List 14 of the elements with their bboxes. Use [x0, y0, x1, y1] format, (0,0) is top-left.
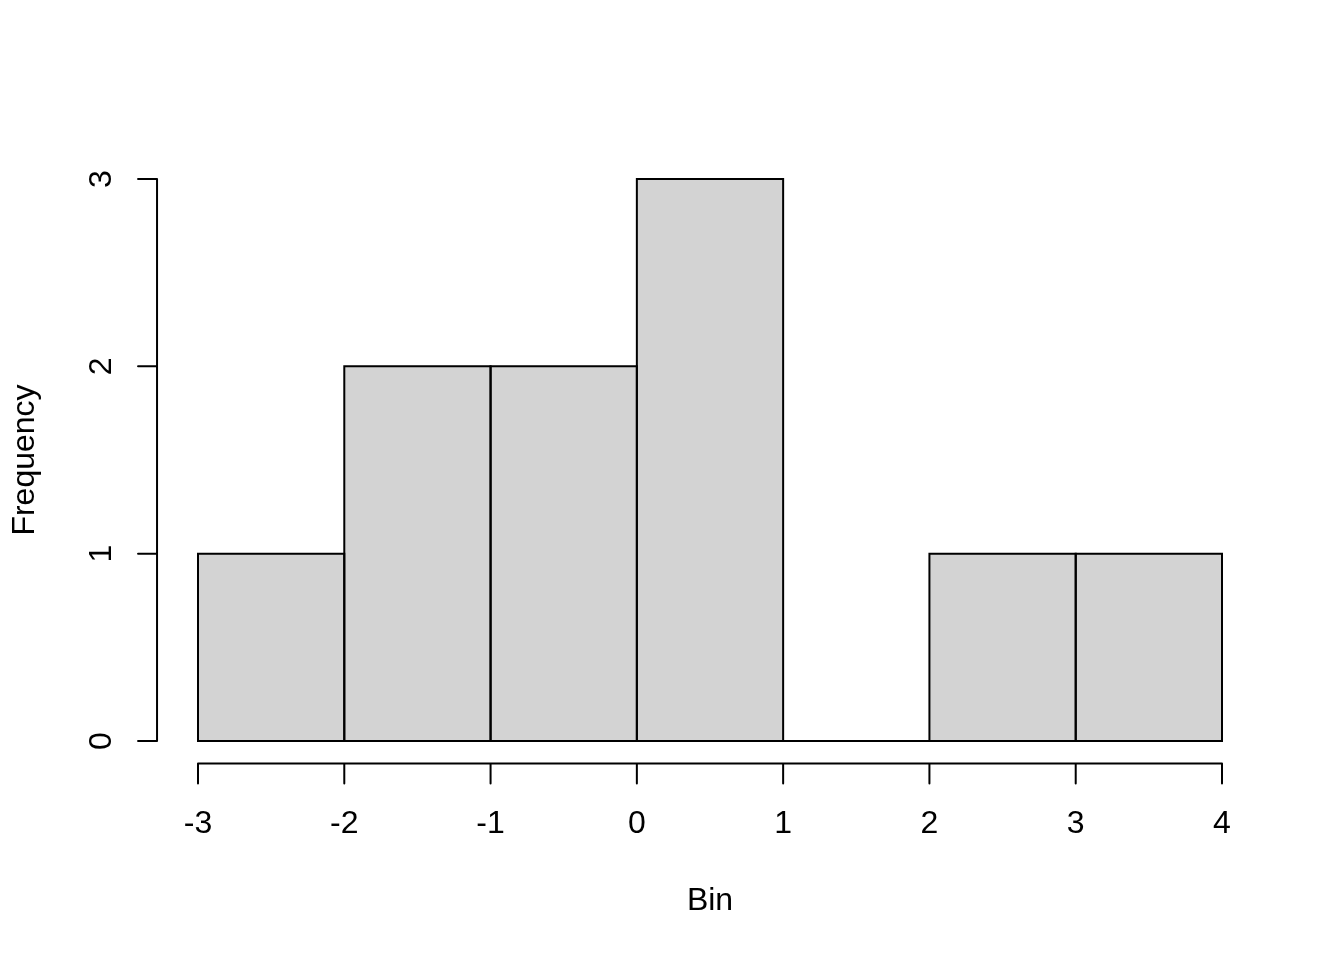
x-tick-label: -3	[183, 804, 213, 841]
y-tick-label: 0	[81, 732, 118, 750]
x-axis-title: Bin	[686, 880, 734, 917]
y-axis-title: Frequency	[5, 384, 42, 536]
x-tick-label: 1	[774, 804, 793, 841]
y-tick-label: 2	[81, 357, 118, 376]
y-tick-label: 3	[81, 170, 118, 188]
x-tick-label: 3	[1066, 804, 1085, 841]
x-tick-label: 2	[920, 804, 939, 841]
x-tick-label: -2	[330, 804, 359, 841]
x-tick-label: -1	[476, 804, 505, 841]
x-tick-label: 0	[627, 804, 646, 841]
x-tick-label: 4	[1213, 804, 1231, 841]
y-tick-label: 1	[81, 544, 118, 563]
